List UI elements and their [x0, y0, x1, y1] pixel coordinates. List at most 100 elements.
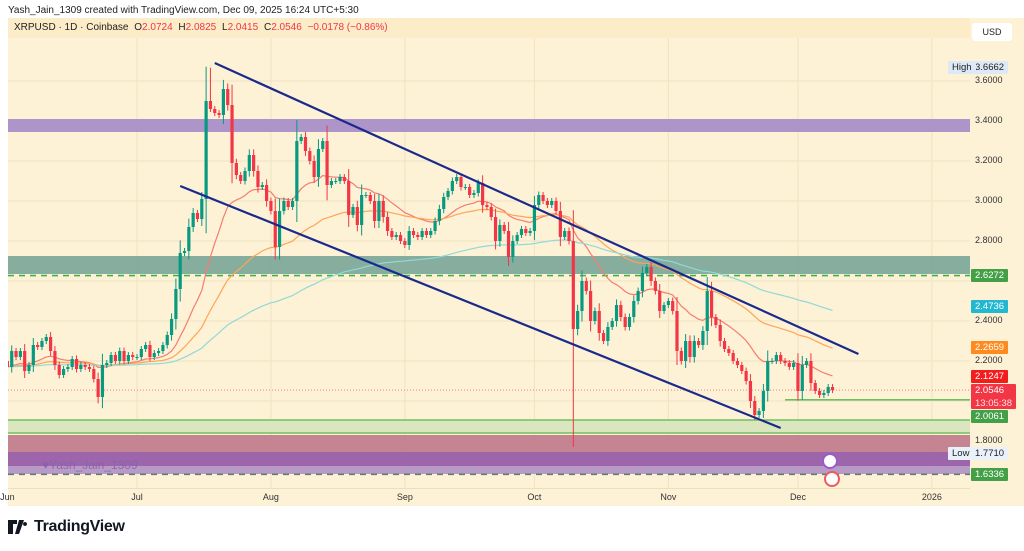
- candle: [355, 200, 359, 232]
- moving-average-ma-200: [8, 239, 833, 368]
- candle-body: [282, 201, 286, 211]
- candle-body: [49, 337, 53, 351]
- candle-body: [813, 383, 817, 391]
- candle-body: [368, 195, 372, 201]
- candle-body: [593, 311, 597, 321]
- candle: [49, 332, 53, 356]
- candle: [325, 125, 329, 201]
- candle: [66, 364, 70, 372]
- candle: [36, 342, 40, 350]
- candle-body: [511, 241, 515, 257]
- low-value: 2.0415: [227, 22, 259, 33]
- candle: [779, 352, 783, 364]
- candle: [740, 362, 744, 374]
- candle-body: [800, 365, 804, 391]
- candle: [87, 364, 92, 372]
- candle: [243, 167, 247, 185]
- candle-body: [697, 341, 701, 345]
- candle: [14, 348, 18, 360]
- candle: [463, 184, 467, 190]
- candle-body: [217, 113, 221, 115]
- candle: [390, 228, 394, 240]
- candle-body: [493, 217, 498, 241]
- candle: [290, 198, 295, 210]
- candle: [351, 204, 355, 218]
- candle: [217, 110, 221, 118]
- plot-area: [8, 38, 970, 488]
- candle: [109, 352, 113, 366]
- candle-body: [576, 311, 580, 329]
- candle-body: [662, 305, 666, 311]
- candle: [506, 221, 511, 267]
- candle: [347, 169, 351, 227]
- watermark-text: Yash_Jain_1309: [49, 458, 138, 472]
- candle-body: [53, 351, 57, 365]
- trendline: [179, 184, 782, 430]
- candle-body: [144, 345, 148, 349]
- candle: [44, 334, 48, 344]
- candle: [226, 83, 230, 111]
- candle: [312, 155, 316, 183]
- candle: [234, 158, 238, 180]
- candle: [256, 165, 260, 193]
- candle: [770, 358, 774, 364]
- candle-body: [558, 211, 562, 237]
- candle-body: [8, 361, 9, 367]
- candle: [783, 358, 787, 366]
- candle: [817, 388, 822, 398]
- candle: [260, 182, 264, 190]
- low-label: L: [222, 22, 228, 33]
- candle: [57, 361, 61, 379]
- candle: [18, 348, 22, 360]
- candle: [580, 270, 584, 322]
- candle-body: [735, 361, 740, 365]
- price-zone: [8, 119, 970, 132]
- candle: [385, 212, 390, 236]
- candle: [753, 396, 757, 420]
- candle-body: [424, 231, 429, 235]
- candle-body: [148, 345, 152, 357]
- candle: [342, 174, 346, 184]
- candle-body: [761, 391, 765, 411]
- candle: [455, 174, 459, 184]
- candle: [822, 390, 826, 398]
- candle-body: [79, 365, 83, 369]
- candle-body: [195, 213, 200, 219]
- candle-body: [74, 359, 79, 369]
- candle-body: [709, 291, 714, 317]
- candle: [511, 235, 515, 263]
- candle: [571, 210, 575, 447]
- candle: [230, 84, 234, 184]
- candle-body: [718, 325, 722, 341]
- candle: [584, 277, 588, 295]
- candle-body: [113, 355, 117, 361]
- candle-body: [290, 201, 295, 207]
- chart-caption: Yash_Jain_1309 created with TradingView.…: [8, 5, 359, 16]
- y-tick-label: 3.0000: [975, 194, 1003, 205]
- candle-body: [221, 89, 225, 115]
- candle: [671, 297, 675, 315]
- candle-body: [407, 231, 411, 245]
- candle: [144, 342, 148, 352]
- candle-body: [489, 207, 493, 217]
- candle-body: [653, 281, 657, 291]
- candle-body: [524, 229, 528, 233]
- candle: [493, 208, 498, 250]
- candle-body: [714, 317, 718, 325]
- price-zone: [8, 256, 970, 274]
- candle-body: [230, 105, 234, 163]
- candle-body: [381, 201, 385, 217]
- candle: [545, 198, 549, 208]
- candle: [252, 149, 256, 177]
- candle: [524, 226, 528, 236]
- candle: [541, 192, 545, 204]
- candle-body: [308, 151, 312, 161]
- currency-button[interactable]: USD: [972, 23, 1012, 41]
- price-label: 2.0546 13:05:38: [971, 383, 1016, 409]
- candle-body: [506, 231, 511, 257]
- candle-body: [135, 357, 139, 358]
- candle-body: [139, 349, 143, 357]
- candle: [247, 149, 251, 177]
- candle-body: [601, 333, 606, 341]
